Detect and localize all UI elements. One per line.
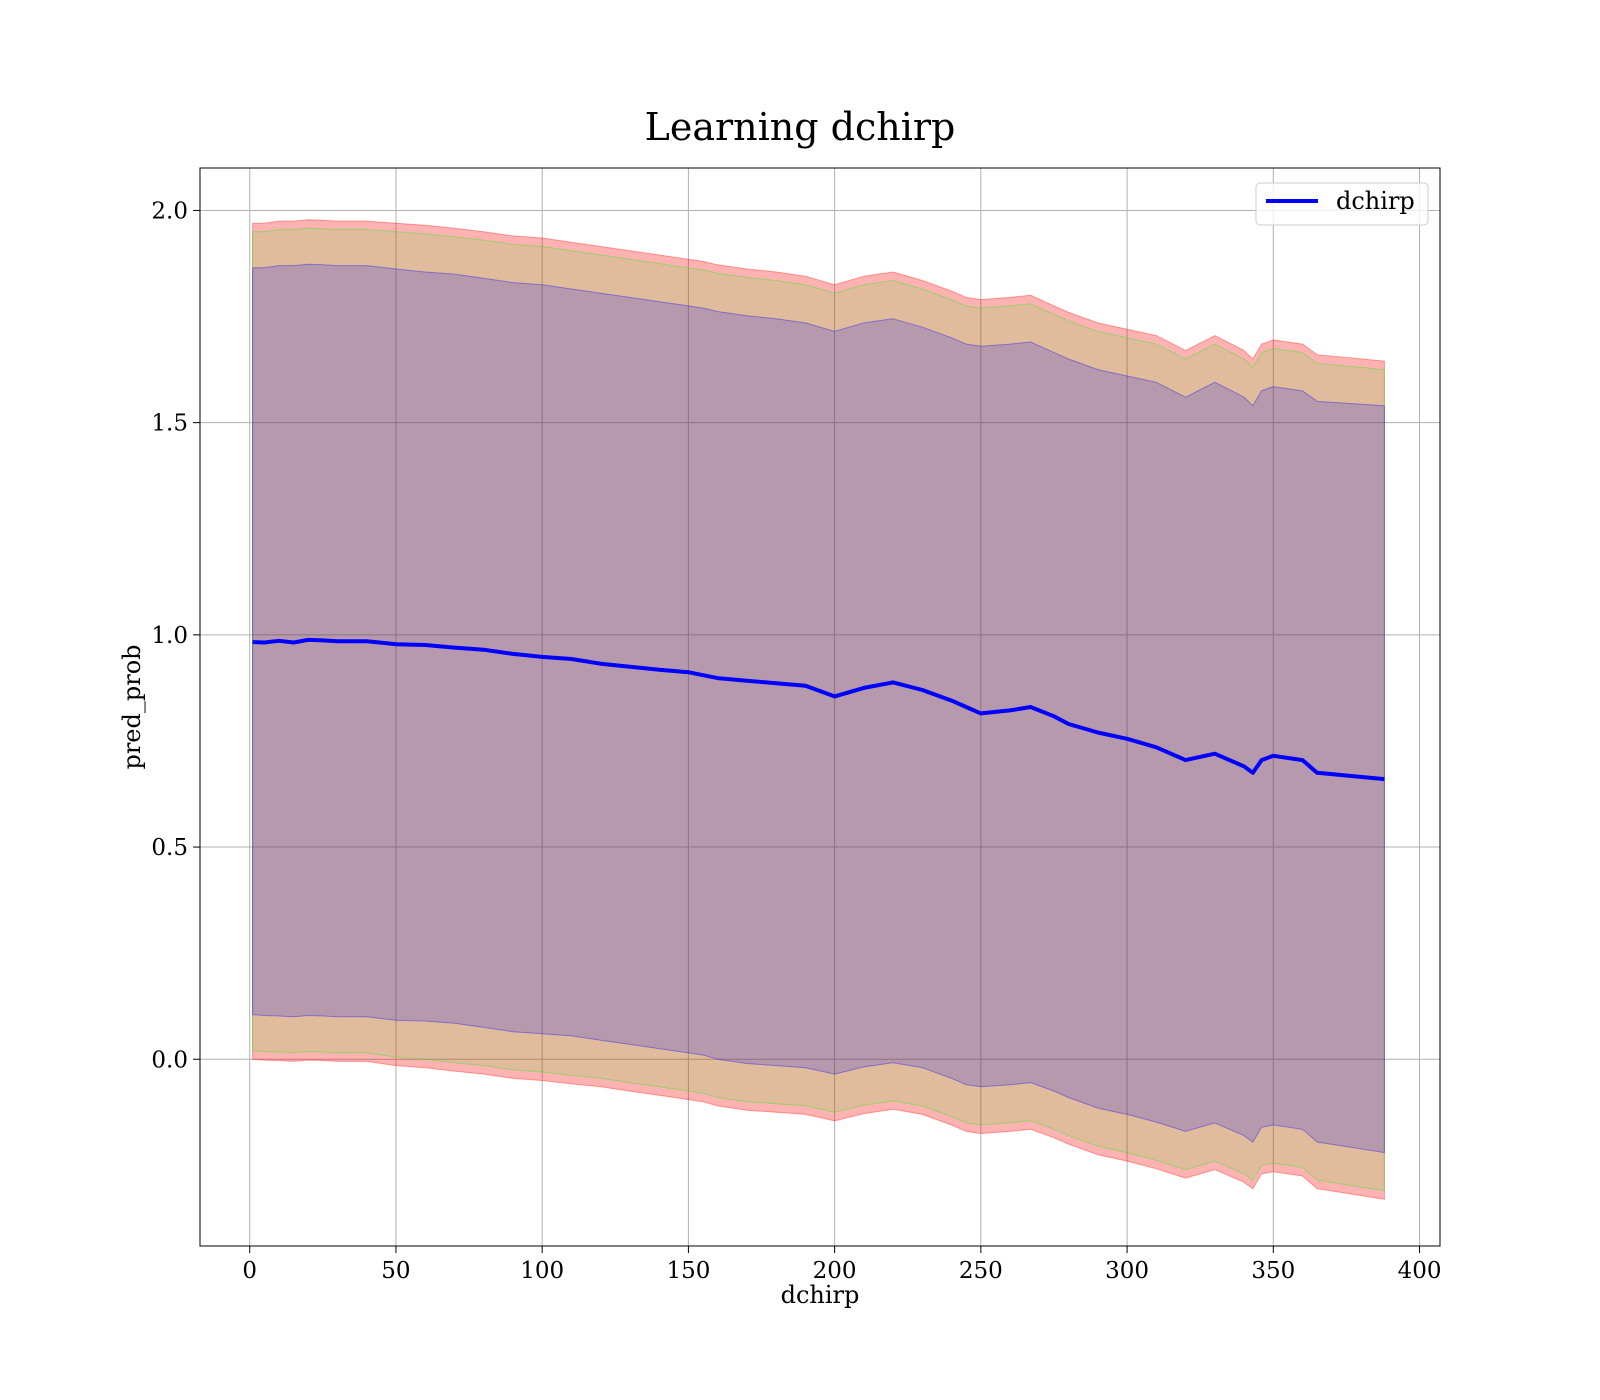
y-axis-ticks: 0.0 0.5 1.0 1.5 2.0 <box>151 198 200 1073</box>
y-tick-label: 0.0 <box>151 1047 188 1073</box>
grid <box>200 168 1440 1246</box>
y-axis-label: pred_prob <box>118 644 146 769</box>
legend-box <box>1255 182 1429 226</box>
x-tick-label: 150 <box>666 1258 710 1284</box>
x-axis-ticks: 0 50 100 150 200 250 300 350 400 <box>242 1246 1441 1284</box>
x-tick-label: 0 <box>242 1258 257 1284</box>
band-0 <box>252 219 1385 1200</box>
y-tick-label: 1.5 <box>151 411 188 437</box>
x-tick-label: 350 <box>1251 1258 1295 1284</box>
band-1 <box>252 227 1385 1192</box>
x-tick-label: 200 <box>813 1258 857 1284</box>
y-tick-label: 1.0 <box>151 623 188 649</box>
x-tick-label: 50 <box>381 1258 410 1284</box>
band-2 <box>252 263 1385 1154</box>
y-tick-label: 2.0 <box>151 198 188 224</box>
x-axis-label: dchirp <box>781 1281 860 1309</box>
series-lines <box>252 637 1385 782</box>
chart-title: Learning dchirp <box>645 105 956 149</box>
series-line-dchirp <box>252 637 1385 782</box>
legend-label-dchirp: dchirp <box>1336 187 1415 215</box>
uncertainty-bands <box>252 219 1385 1200</box>
x-tick-label: 300 <box>1105 1258 1149 1284</box>
y-tick-label: 0.5 <box>151 835 188 861</box>
x-tick-label: 400 <box>1398 1258 1442 1284</box>
legend: dchirp <box>1255 182 1429 226</box>
x-tick-label: 100 <box>520 1258 564 1284</box>
plot-frame <box>199 167 1441 1247</box>
x-tick-label: 250 <box>959 1258 1003 1284</box>
